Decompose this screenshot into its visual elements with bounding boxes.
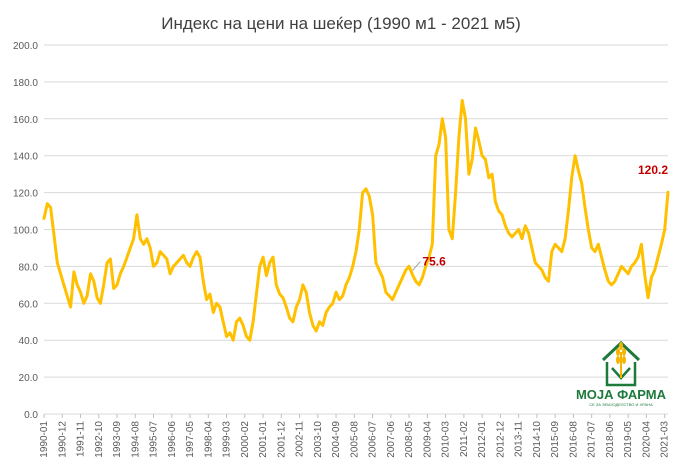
y-tick-label: 0.0 — [24, 410, 38, 421]
x-tick-label: 2004-09 — [331, 421, 342, 458]
logo-tagline: СЕ ЗА ЗЕМЈОДЕЛСТВО И ХРАНА — [589, 402, 653, 407]
annotation-leader-line — [412, 261, 421, 271]
x-tick-label: 2019-05 — [623, 421, 634, 458]
x-tick-label: 1991-11 — [76, 421, 87, 457]
x-tick-label: 1992-10 — [94, 421, 105, 458]
y-tick-label: 140.0 — [13, 152, 38, 163]
y-axis-ticks: 0.0 20.0 40.0 60.0 80.0 100.0 120.0 140.0 160.0 1… — [13, 41, 38, 421]
y-tick-label: 20.0 — [19, 373, 39, 384]
x-tick-label: 2017-07 — [587, 421, 598, 458]
annotation-label: 75.6 — [422, 255, 446, 269]
farm-logo-icon — [601, 340, 641, 387]
x-tick-label: 2002-11 — [295, 421, 306, 457]
x-tick-label: 2013-11 — [514, 421, 525, 457]
x-tick-label: 2001-12 — [276, 421, 287, 458]
x-tick-label: 2006-07 — [368, 421, 379, 458]
logo-name: МОЈА ФАРМА — [576, 387, 667, 402]
y-tick-label: 120.0 — [13, 189, 38, 200]
y-tick-label: 80.0 — [19, 262, 39, 273]
x-tick-label: 2012-12 — [495, 421, 506, 458]
x-tick-label: 1993-09 — [112, 421, 123, 458]
gridlines — [44, 44, 668, 415]
x-tick-label: 2007-06 — [386, 421, 397, 458]
annotations: 75.6 120.2 — [412, 163, 668, 271]
annotation-label: 120.2 — [638, 163, 668, 177]
x-tick-label: 2000-02 — [240, 421, 251, 458]
x-tick-label: 1990-12 — [57, 421, 68, 458]
x-tick-label: 2011-02 — [459, 421, 470, 457]
y-tick-label: 180.0 — [13, 78, 38, 89]
x-tick-label: 2021-03 — [660, 421, 671, 458]
series-line — [42, 98, 670, 342]
x-tick-label: 2008-05 — [404, 421, 415, 458]
x-tick-label: 1995-07 — [149, 421, 160, 458]
y-tick-label: 200.0 — [13, 41, 38, 52]
x-tick-label: 1998-04 — [203, 421, 214, 458]
x-tick-label: 2001-01 — [258, 421, 269, 458]
x-tick-label: 1997-05 — [185, 421, 196, 458]
x-tick-label: 1990-01 — [39, 421, 50, 458]
x-tick-label: 2016-08 — [568, 421, 579, 458]
x-tick-label: 2010-03 — [441, 421, 452, 458]
x-axis-ticks: 1990-01 1990-12 1991-11 1992-10 1993-09 1994-… — [39, 414, 671, 458]
chart-title: Индекс на цени на шеќер (1990 м1 - 2021 … — [161, 14, 521, 33]
y-tick-label: 60.0 — [19, 299, 39, 310]
x-tick-label: 2003-10 — [313, 421, 324, 458]
x-tick-label: 2018-06 — [605, 421, 616, 458]
x-tick-label: 2015-09 — [550, 421, 561, 458]
x-tick-label: 1996-06 — [167, 421, 178, 458]
x-tick-label: 2009-04 — [422, 421, 433, 458]
x-tick-label: 2014-10 — [532, 421, 543, 458]
series-layer — [42, 98, 670, 342]
y-tick-label: 40.0 — [19, 336, 39, 347]
x-tick-label: 1999-03 — [222, 421, 233, 458]
moja-farma-logo: МОЈА ФАРМА СЕ ЗА ЗЕМЈОДЕЛСТВО И ХРАНА — [576, 340, 667, 407]
y-tick-label: 100.0 — [13, 226, 38, 237]
y-tick-label: 160.0 — [13, 115, 38, 126]
x-tick-label: 2020-04 — [641, 421, 652, 458]
x-tick-label: 2012-01 — [477, 421, 488, 458]
x-tick-label: 1994-08 — [130, 421, 141, 458]
x-tick-label: 2005-08 — [349, 421, 360, 458]
